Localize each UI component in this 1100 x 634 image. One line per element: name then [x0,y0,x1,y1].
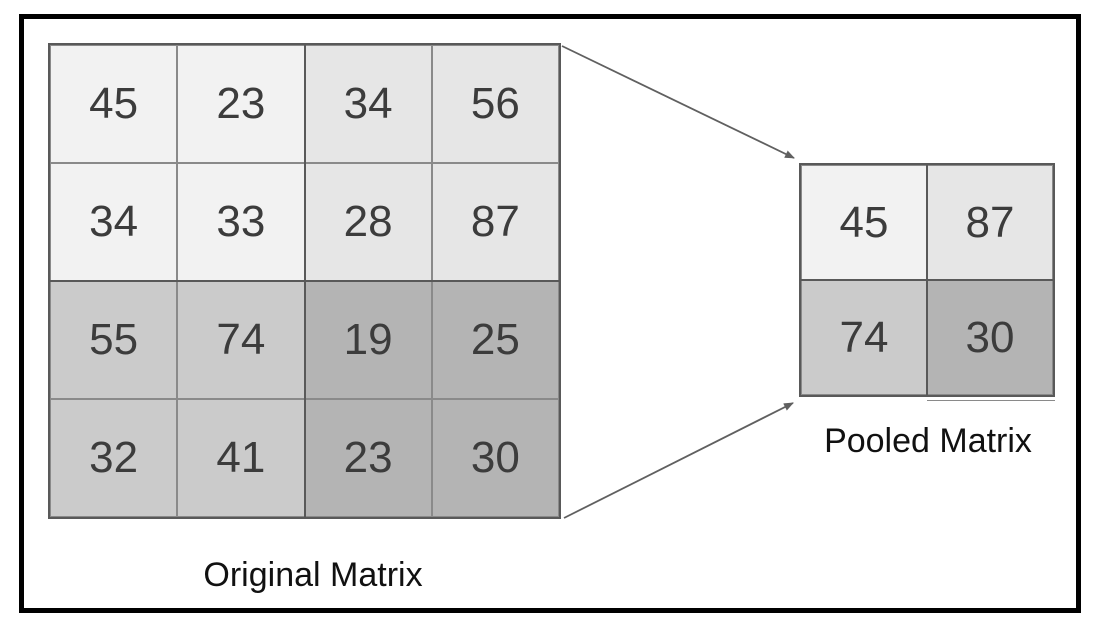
matrix-cell: 87 [927,165,1053,280]
matrix-cell: 23 [304,399,432,517]
original-matrix-grid: 45 23 34 56 34 33 28 87 55 74 19 25 32 41 23 30 [50,45,559,517]
matrix-cell: 32 [50,399,178,517]
pooled-matrix: 45 87 74 30 [799,163,1055,397]
matrix-cell: 33 [177,163,305,281]
matrix-cell: 28 [304,163,432,281]
pooled-divider-horizontal [801,279,1053,281]
matrix-cell: 45 [801,165,927,280]
matrix-cell: 25 [431,281,559,399]
pooled-matrix-grid: 45 87 74 30 [801,165,1053,395]
pooled-matrix-edge-artifact [927,400,1055,401]
matrix-cell: 19 [304,281,432,399]
matrix-cell: 34 [50,163,178,281]
pooling-block-divider-horizontal [50,280,559,282]
original-matrix-label: Original Matrix [203,556,423,594]
matrix-cell: 45 [50,45,178,163]
original-matrix: 45 23 34 56 34 33 28 87 55 74 19 25 32 41 23 30 [48,43,561,519]
matrix-cell: 30 [927,280,1053,395]
matrix-cell: 55 [50,281,178,399]
matrix-cell: 74 [801,280,927,395]
matrix-cell: 87 [431,163,559,281]
pooled-matrix-label: Pooled Matrix [824,422,1032,460]
matrix-cell: 23 [177,45,305,163]
matrix-cell: 30 [431,399,559,517]
matrix-cell: 34 [304,45,432,163]
matrix-cell: 74 [177,281,305,399]
matrix-cell: 41 [177,399,305,517]
matrix-cell: 56 [431,45,559,163]
